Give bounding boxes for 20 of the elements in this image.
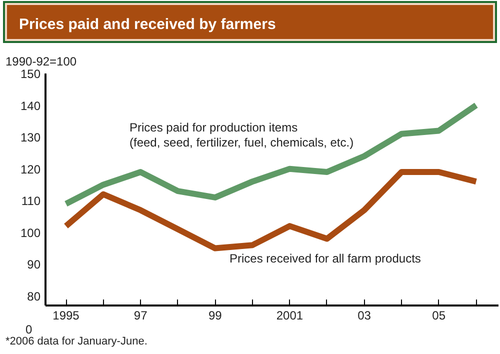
text: *2006 data for January-June. [6, 336, 148, 348]
x-tick-label: 1995 [52, 308, 80, 322]
y-tick-label: 150 [20, 67, 41, 81]
chart-title: Prices paid and received by farmers [19, 15, 276, 35]
y-tick-label: 90 [27, 258, 41, 272]
y-tick-label: 100 [20, 226, 41, 240]
x-tick-label: 99 [208, 308, 222, 322]
x-tick-label: 2001 [276, 308, 304, 322]
y-tick-label: 140 [20, 98, 41, 113]
y-tick-label: 120 [20, 162, 41, 176]
series-label: Prices paid for production items (feed, seed, fertilizer, fuel, chemicals, etc.) [130, 120, 354, 150]
x-tick-label: 05 [432, 308, 446, 322]
text: 0 [26, 322, 32, 336]
x-tick-label: 03 [358, 308, 372, 322]
y-tick-label: 110 [21, 194, 41, 208]
y-tick-label: 130 [20, 130, 41, 145]
series-label: Prices received for all farm products [230, 252, 421, 266]
y-tick-label: 80 [27, 289, 41, 304]
y-axis-title: 1990-92=100 [6, 54, 77, 68]
x-tick-label: 97 [134, 308, 148, 322]
